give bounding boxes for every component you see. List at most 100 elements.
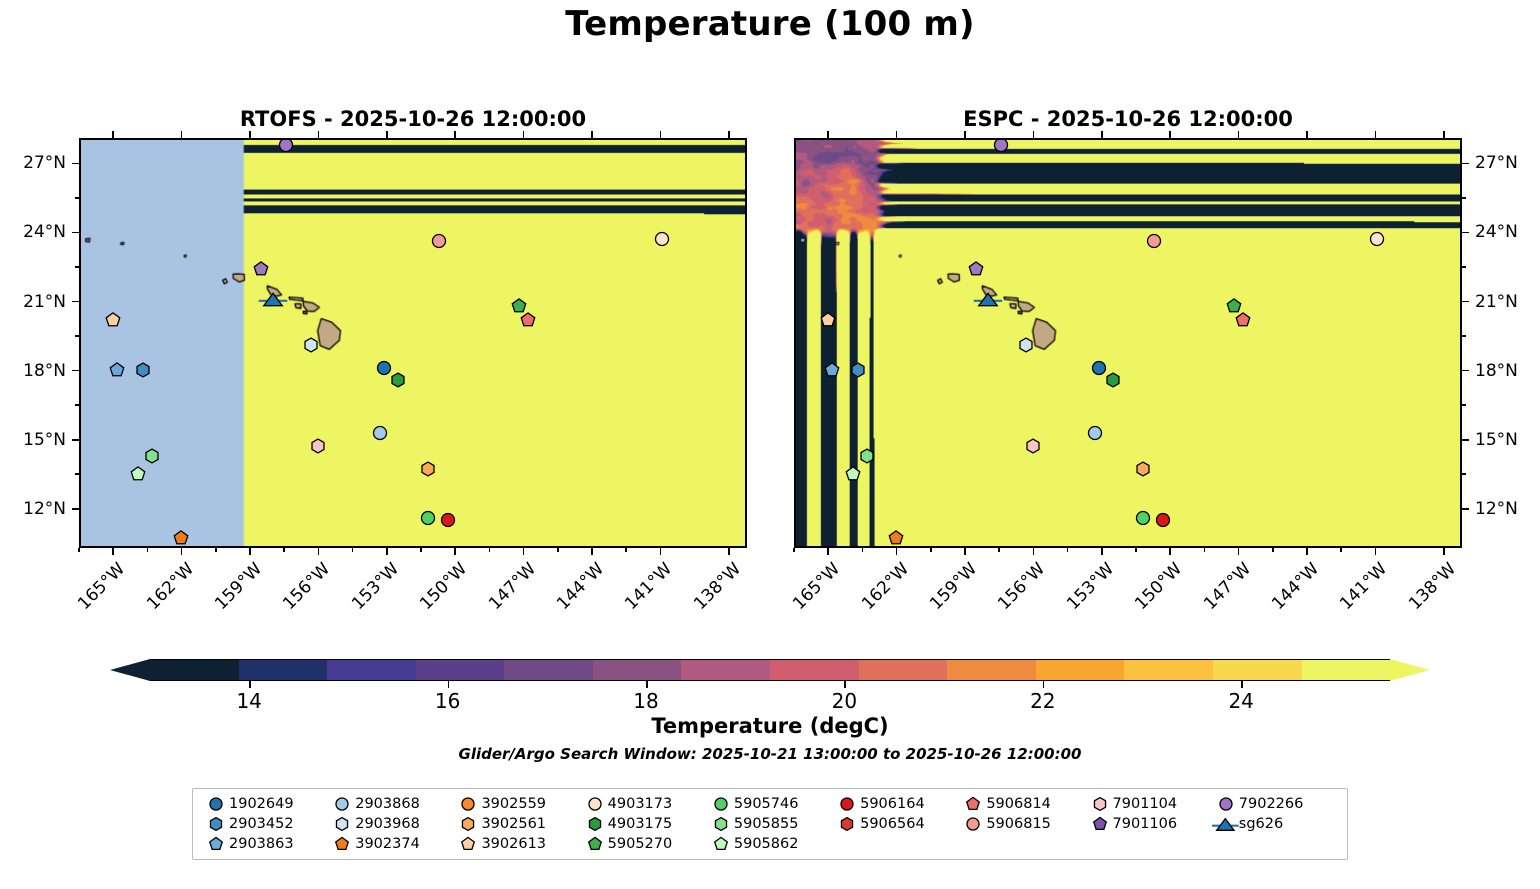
y-tick-major	[72, 231, 79, 234]
x-tick-minor	[793, 548, 795, 552]
marker-4903175[interactable]	[1105, 371, 1120, 388]
legend-item-3902374[interactable]: 3902374	[329, 834, 455, 854]
legend-item-2903863[interactable]: 2903863	[203, 834, 329, 854]
legend-column-6: 5906814 5906815	[960, 794, 1086, 854]
marker-2903968[interactable]	[304, 337, 319, 353]
legend-item-4903175[interactable]: 4903175	[582, 814, 708, 834]
marker-2903968[interactable]	[1019, 337, 1034, 353]
legend-item-1902649[interactable]: 1902649	[203, 794, 329, 814]
marker-1902649[interactable]	[1092, 360, 1107, 376]
colorbar-high-extend-arrow	[1390, 659, 1430, 681]
x-tick-top	[1442, 131, 1445, 138]
marker-sg626[interactable]	[258, 291, 287, 307]
marker-7901106[interactable]	[253, 261, 269, 276]
legend-item-5906164[interactable]: 5906164	[834, 794, 960, 814]
x-tick-major	[522, 548, 525, 555]
figure-title: Temperature (100 m)	[565, 4, 975, 44]
map-rtofs[interactable]	[79, 138, 747, 548]
legend-item-2903968[interactable]: 2903968	[329, 814, 455, 834]
marker-2903863[interactable]	[109, 362, 125, 378]
pentagon-marker-icon	[960, 796, 986, 811]
legend-item-3902613[interactable]: 3902613	[455, 834, 581, 854]
marker-3902561[interactable]	[1135, 461, 1150, 478]
legend-item-3902559[interactable]: 3902559	[455, 794, 581, 814]
marker-2903868[interactable]	[1087, 425, 1102, 440]
marker-5906164[interactable]	[1155, 512, 1171, 528]
temperature-field-espc	[796, 140, 1460, 546]
marker-2903863[interactable]	[824, 362, 840, 378]
marker-5905855[interactable]	[144, 447, 159, 464]
marker-5905855[interactable]	[859, 447, 874, 464]
legend-item-4903173[interactable]: 4903173	[582, 794, 708, 814]
legend-item-2903452[interactable]: 2903452	[203, 814, 329, 834]
legend-item-label: sg626	[1238, 816, 1284, 832]
marker-5905270[interactable]	[1226, 297, 1242, 313]
x-tick-major	[727, 548, 730, 555]
legend-item-sg626[interactable]: sg626	[1212, 814, 1339, 834]
marker-5905746[interactable]	[420, 510, 435, 525]
legend-column-8: 7902266 sg626	[1212, 794, 1339, 854]
marker-3902613[interactable]	[105, 311, 121, 327]
legend-item-label: 7902266	[1238, 796, 1304, 812]
marker-5905270[interactable]	[511, 297, 527, 313]
marker-7901104[interactable]	[311, 438, 326, 454]
marker-sg626[interactable]	[973, 291, 1002, 307]
x-tick-minor	[146, 548, 149, 552]
marker-5906814[interactable]	[520, 311, 536, 327]
legend-item-label: 3902374	[355, 836, 420, 852]
legend-column-0: 1902649 2903452 2903863	[203, 794, 329, 854]
legend-item-5905862[interactable]: 5905862	[708, 834, 834, 854]
y-tick-label: 21°N	[1475, 291, 1518, 312]
legend-item-7901106[interactable]: 7901106	[1087, 814, 1213, 834]
marker-2903452[interactable]	[135, 362, 150, 378]
colorbar-low-extend-arrow	[110, 659, 150, 681]
marker-5906815[interactable]	[431, 234, 447, 249]
marker-5905862[interactable]	[130, 466, 146, 481]
legend-item-5906814[interactable]: 5906814	[960, 794, 1086, 814]
circle-marker-icon	[455, 797, 481, 811]
marker-4903175[interactable]	[390, 371, 405, 388]
legend-item-2903868[interactable]: 2903868	[329, 794, 455, 814]
marker-7901106[interactable]	[968, 261, 984, 276]
legend-item-5905855[interactable]: 5905855	[708, 814, 834, 834]
marker-7901104[interactable]	[1026, 438, 1041, 454]
marker-5906164[interactable]	[440, 512, 456, 528]
marker-5905862[interactable]	[845, 466, 861, 481]
legend-item-label: 5906164	[860, 796, 925, 812]
legend-item-7902266[interactable]: 7902266	[1213, 794, 1339, 814]
panel-espc-title: ESPC - 2025-10-26 12:00:00	[963, 107, 1293, 131]
x-tick-minor	[998, 548, 1000, 552]
hexagon-marker-icon	[203, 816, 229, 832]
colorbar-band-13	[1301, 660, 1391, 680]
legend-item-3902561[interactable]: 3902561	[455, 814, 581, 834]
marker-3902374[interactable]	[888, 530, 904, 546]
marker-1902649[interactable]	[377, 360, 392, 376]
marker-5906815[interactable]	[1146, 234, 1162, 249]
marker-3902374[interactable]	[173, 530, 189, 546]
legend-item-label: 4903175	[607, 816, 673, 832]
colorbar[interactable]: 14 16 18 20 22 24	[110, 659, 1430, 713]
marker-7902266[interactable]	[279, 140, 294, 152]
x-tick-top	[454, 131, 456, 138]
colorbar-band-7	[770, 660, 859, 680]
legend-item-label: 7901106	[1112, 816, 1178, 832]
marker-4903173[interactable]	[1370, 231, 1385, 247]
legend-item-5906564[interactable]: 5906564	[834, 814, 960, 834]
marker-3902561[interactable]	[420, 461, 435, 478]
hexagon-marker-icon	[329, 816, 355, 832]
map-espc[interactable]	[794, 138, 1462, 548]
marker-2903868[interactable]	[372, 425, 387, 440]
x-tick-minor	[556, 548, 559, 552]
marker-5905746[interactable]	[1135, 510, 1150, 525]
marker-4903173[interactable]	[655, 231, 670, 247]
marker-7902266[interactable]	[994, 140, 1009, 152]
legend-item-5905746[interactable]: 5905746	[708, 794, 834, 814]
legend-item-5906815[interactable]: 5906815	[960, 814, 1086, 834]
marker-3902613[interactable]	[820, 311, 836, 327]
marker-5906814[interactable]	[1235, 311, 1251, 327]
x-tick-minor	[861, 548, 864, 552]
marker-2903452[interactable]	[850, 362, 865, 378]
legend-item-5905270[interactable]: 5905270	[582, 834, 708, 854]
x-tick-major	[385, 548, 388, 555]
legend-item-7901104[interactable]: 7901104	[1087, 794, 1213, 814]
